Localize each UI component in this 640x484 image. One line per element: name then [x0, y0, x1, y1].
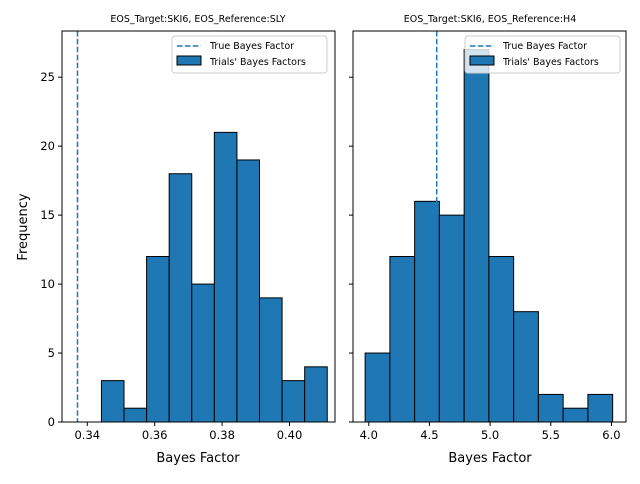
histogram-bar: [414, 200, 440, 423]
y-tick-label: 25: [40, 70, 55, 84]
legend-swatch-bars: [176, 55, 202, 66]
histogram-bar: [364, 352, 391, 423]
histogram-bar: [562, 407, 589, 423]
y-tick-label: 0: [48, 415, 55, 429]
histogram-bar: [537, 393, 564, 423]
histogram-bar: [304, 366, 328, 423]
histogram-bar: [281, 380, 306, 423]
y-tick-label: 10: [40, 277, 55, 291]
y-tick-label: 15: [40, 208, 55, 222]
x-tick-label: 0.36: [142, 428, 168, 442]
legend-label-trials: Trials' Bayes Factors: [209, 57, 306, 68]
histogram-bar: [587, 393, 614, 423]
legend-box: [464, 35, 621, 74]
histogram-bar: [488, 255, 515, 423]
histogram-bar: [146, 255, 170, 423]
legend-label-trials: Trials' Bayes Factors: [502, 57, 599, 68]
histogram-bar: [259, 297, 283, 423]
x-axis-label: Bayes Factor: [448, 451, 532, 466]
x-tick-label: 5.5: [542, 428, 560, 442]
chart-title: EOS_Target:SKI6, EOS_Reference:H4: [404, 14, 576, 25]
histogram-panel-h4: EOS_Target:SKI6, EOS_Reference:H4 Bayes …: [349, 14, 627, 466]
x-axis-label: Bayes Factor: [156, 451, 240, 466]
y-tick-label: 5: [48, 346, 55, 360]
histogram-bar: [123, 407, 148, 423]
histogram-bar: [389, 255, 416, 423]
y-tick-label: 20: [40, 139, 55, 153]
x-tick-label: 6.0: [602, 428, 620, 442]
x-tick-label: 0.38: [209, 428, 235, 442]
legend: True Bayes Factor Trials' Bayes Factors: [171, 35, 328, 74]
histogram-bar: [168, 173, 193, 423]
axes-frame: [61, 30, 336, 423]
histogram-bar: [438, 214, 465, 423]
chart-title: EOS_Target:SKI6, EOS_Reference:SLY: [110, 14, 285, 25]
x-tick-label: 0.34: [74, 428, 100, 442]
legend: True Bayes Factor Trials' Bayes Factors: [464, 35, 621, 74]
histogram-bar: [100, 380, 125, 423]
histogram-panel-sly: EOS_Target:SKI6, EOS_Reference:SLY Bayes…: [40, 14, 336, 466]
histogram-bar: [513, 311, 539, 423]
x-tick-label: 4.5: [420, 428, 438, 442]
legend-label-true: True Bayes Factor: [502, 41, 587, 52]
legend-label-true: True Bayes Factor: [209, 41, 294, 52]
histogram-bar: [236, 159, 261, 423]
legend-box: [171, 35, 328, 74]
y-axis-label: Frequency: [16, 193, 31, 260]
legend-swatch-bars: [469, 55, 495, 66]
histogram-bar: [191, 283, 215, 423]
x-tick-label: 4.0: [360, 428, 378, 442]
x-tick-label: 0.40: [277, 428, 303, 442]
x-tick-label: 5.0: [481, 428, 499, 442]
histogram-bar: [463, 49, 490, 423]
axes-frame: [352, 30, 627, 423]
histogram-bar: [213, 131, 238, 423]
